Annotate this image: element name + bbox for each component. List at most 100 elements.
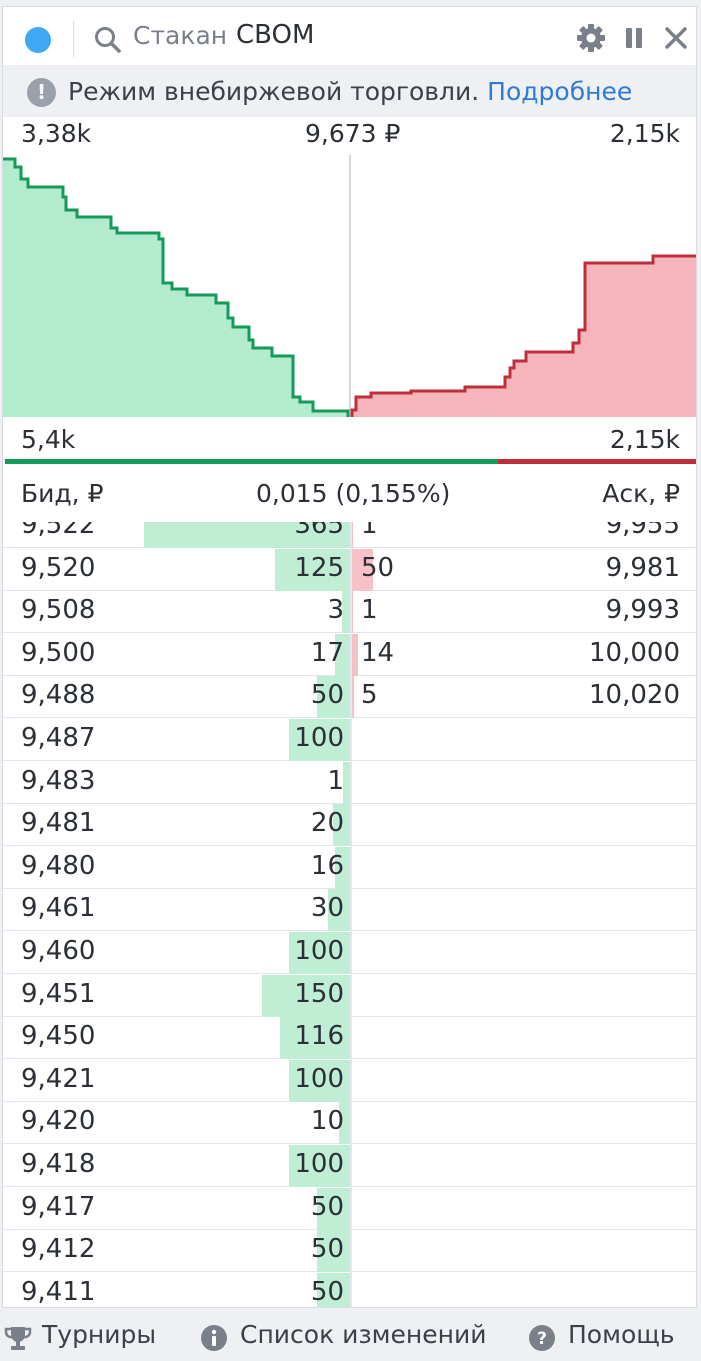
bid-price: 9,480 <box>21 850 96 881</box>
ask-price: 10,000 <box>589 637 680 668</box>
info-icon <box>201 1325 227 1351</box>
bid-price: 9,412 <box>21 1234 96 1265</box>
bid-volume-bar <box>280 1017 350 1060</box>
bid-volume-bar <box>144 522 350 548</box>
bid-volume-bar <box>343 761 350 804</box>
order-book-row[interactable]: 9,488 50 5 10,020 <box>3 676 696 719</box>
order-book-row[interactable]: 9,480 16 <box>3 846 696 889</box>
tournaments-link[interactable]: Турниры <box>42 1320 157 1349</box>
trophy-icon <box>4 1327 32 1350</box>
bid-volume-bar <box>333 804 350 847</box>
bid-quantity: 50 <box>310 1234 344 1265</box>
bid-price: 9,508 <box>21 595 96 626</box>
bid-quantity: 3 <box>327 595 344 626</box>
bid-price: 9,451 <box>21 978 96 1009</box>
spread-value: 0,015 (0,155%) <box>256 479 451 508</box>
bid-quantity: 116 <box>294 1021 344 1052</box>
bid-volume-bar <box>316 1272 350 1307</box>
bid-price: 9,418 <box>21 1148 96 1179</box>
bid-price: 9,481 <box>21 808 96 839</box>
help-link[interactable]: Помощь <box>568 1320 675 1349</box>
depth-chart <box>3 155 696 417</box>
bid-quantity: 50 <box>310 680 344 711</box>
bid-volume-bar <box>338 1102 350 1145</box>
bid-price: 9,488 <box>21 680 96 711</box>
gear-icon[interactable] <box>576 23 606 53</box>
ask-quantity: 14 <box>361 637 395 668</box>
bid-volume-bar <box>289 931 350 974</box>
bid-volume-bar <box>334 633 350 676</box>
svg-text:?: ? <box>537 1329 547 1349</box>
bid-volume-ratio-bar <box>5 459 498 464</box>
bid-quantity: 50 <box>310 1276 344 1307</box>
widget-header: Стакан CBOM <box>3 7 696 65</box>
order-book-row[interactable]: 9,522 365 1 9,955 <box>3 522 696 548</box>
help-icon: ? <box>529 1325 555 1351</box>
ask-price: 9,993 <box>605 595 680 626</box>
bid-volume-bar <box>316 1187 350 1230</box>
order-book-row[interactable]: 9,412 50 <box>3 1230 696 1273</box>
order-book-row[interactable]: 9,487 100 <box>3 718 696 761</box>
order-book-row[interactable]: 9,500 17 14 10,000 <box>3 633 696 676</box>
bid-price: 9,483 <box>21 765 96 796</box>
order-book-row[interactable]: 9,451 150 <box>3 974 696 1017</box>
order-book-row[interactable]: 9,461 30 <box>3 889 696 932</box>
bid-price: 9,450 <box>21 1021 96 1052</box>
order-book-row[interactable]: 9,417 50 <box>3 1187 696 1230</box>
bid-column-header: Бид, ₽ <box>21 479 104 508</box>
order-book-row[interactable]: 9,483 1 <box>3 761 696 804</box>
order-book-row[interactable]: 9,421 100 <box>3 1059 696 1102</box>
order-book-table[interactable]: 9,522 365 1 9,955 9,520 125 50 9,981 9,508 3 1 9,99… <box>3 522 696 1307</box>
bid-quantity: 50 <box>310 1191 344 1222</box>
ask-depth-top: 2,15k <box>609 119 680 148</box>
ticker-symbol[interactable]: CBOM <box>236 20 315 50</box>
bid-volume-bar <box>275 548 350 591</box>
notice-more-link[interactable]: Подробнее <box>487 77 633 106</box>
changelog-link[interactable]: Список изменений <box>240 1320 487 1349</box>
bid-price: 9,460 <box>21 935 96 966</box>
ask-quantity: 1 <box>361 595 378 626</box>
bid-quantity: 100 <box>294 935 344 966</box>
bid-quantity: 1 <box>327 765 344 796</box>
bid-price: 9,487 <box>21 722 96 753</box>
order-book-row[interactable]: 9,450 116 <box>3 1017 696 1060</box>
bid-volume-bar <box>289 1059 350 1102</box>
bid-depth-line <box>3 157 350 417</box>
bid-price: 9,520 <box>21 552 96 583</box>
ask-volume-ratio-bar <box>498 459 696 464</box>
order-book-row[interactable]: 9,460 100 <box>3 931 696 974</box>
bid-quantity: 150 <box>294 978 344 1009</box>
bid-price: 9,522 <box>21 522 96 540</box>
bid-price: 9,421 <box>21 1063 96 1094</box>
bid-volume-bar <box>316 1230 350 1273</box>
order-book-row[interactable]: 9,520 125 50 9,981 <box>3 548 696 591</box>
close-icon[interactable] <box>661 23 691 53</box>
search-icon[interactable] <box>93 25 123 55</box>
notice-message: Режим внебиржевой торговли. <box>68 77 480 106</box>
ask-depth-area <box>352 256 696 417</box>
order-book-row[interactable]: 9,418 100 <box>3 1144 696 1187</box>
exclamation-icon: ! <box>27 78 56 107</box>
bid-quantity: 17 <box>310 637 344 668</box>
bid-quantity: 100 <box>294 1063 344 1094</box>
order-book-row[interactable]: 9,420 10 <box>3 1102 696 1145</box>
bid-volume-bar <box>342 591 350 634</box>
bid-volume-bar <box>327 889 350 932</box>
bid-quantity: 30 <box>310 893 344 924</box>
ask-quantity: 50 <box>361 552 395 583</box>
ask-volume-bar <box>352 548 373 591</box>
status-dot[interactable] <box>25 27 51 53</box>
ask-volume-bar <box>352 676 355 719</box>
ask-total-volume: 2,15k <box>609 425 680 454</box>
ask-quantity: 1 <box>361 522 378 540</box>
bid-depth-area <box>3 159 348 417</box>
pause-icon[interactable] <box>619 23 649 53</box>
bid-quantity: 125 <box>294 552 344 583</box>
bid-price: 9,500 <box>21 637 96 668</box>
ask-volume-bar <box>352 633 358 676</box>
order-book-row[interactable]: 9,508 3 1 9,993 <box>3 591 696 634</box>
bid-volume-bar <box>289 718 350 761</box>
ask-price: 10,020 <box>589 680 680 711</box>
order-book-row[interactable]: 9,411 50 <box>3 1272 696 1307</box>
order-book-row[interactable]: 9,481 20 <box>3 804 696 847</box>
